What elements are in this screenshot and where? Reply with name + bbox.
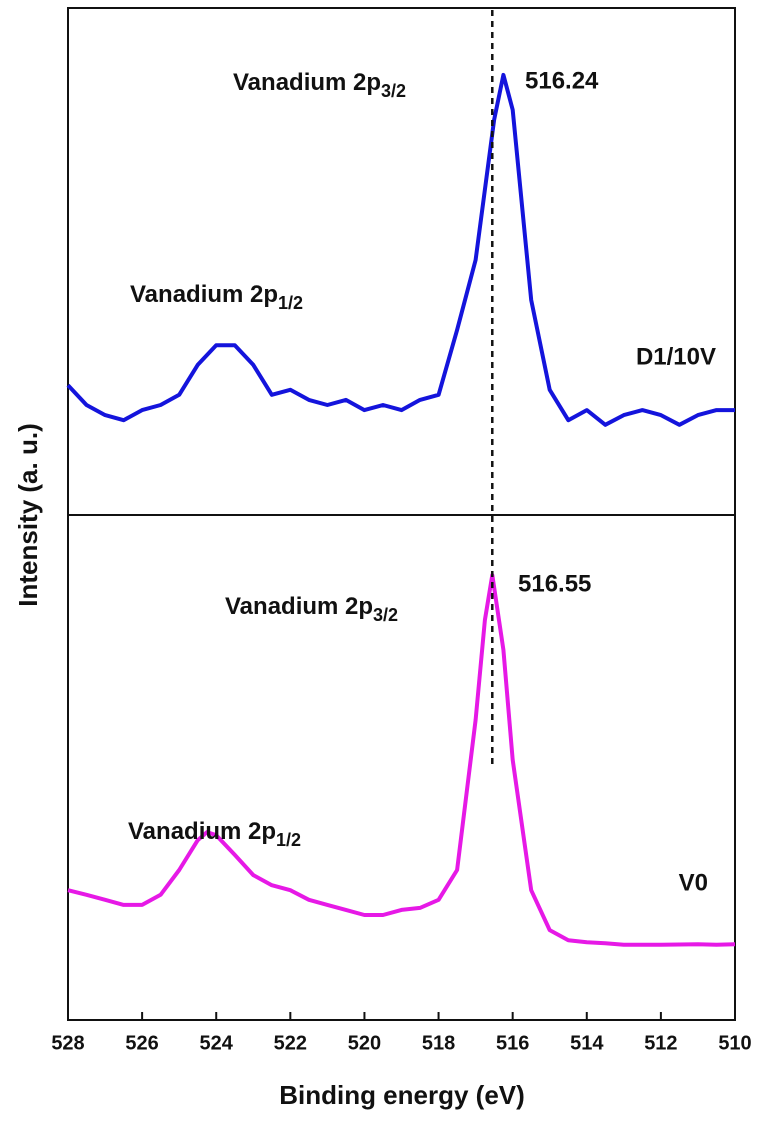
x-tick-label: 528: [51, 1032, 84, 1054]
spectrum-line: [66, 72, 735, 427]
x-tick-label: 512: [644, 1032, 677, 1054]
x-tick-label: 518: [422, 1032, 455, 1054]
y-axis-label: Intensity (a. u.): [13, 423, 43, 606]
x-tick-label: 520: [348, 1032, 381, 1054]
x-tick-label: 510: [718, 1032, 751, 1054]
peak-annotation: Vanadium 2p1/2: [130, 281, 303, 312]
annotation-text: Vanadium 2p: [128, 818, 276, 845]
x-axis-label: Binding energy (eV): [279, 1080, 525, 1110]
annotation-subscript: 3/2: [373, 605, 398, 625]
peak-label: 516.24: [525, 67, 599, 94]
x-tick-label: 514: [570, 1032, 604, 1054]
series-label: D1/10V: [636, 343, 716, 370]
annotation-subscript: 1/2: [278, 293, 303, 313]
x-tick-label: 516: [496, 1032, 529, 1054]
x-tick-label: 524: [200, 1032, 234, 1054]
annotation-text: Vanadium 2p: [130, 281, 278, 308]
annotation-subscript: 3/2: [381, 81, 406, 101]
peak-annotation: Vanadium 2p1/2: [128, 818, 301, 849]
x-tick-label: 522: [274, 1032, 307, 1054]
annotation-text: Vanadium 2p: [233, 69, 381, 96]
annotation-subscript: 1/2: [276, 830, 301, 850]
series-label: V0: [679, 869, 708, 896]
spectrum-line: [67, 573, 736, 947]
peak-label: 516.55: [518, 570, 591, 597]
annotation-text: Vanadium 2p: [225, 593, 373, 620]
peak-annotation: Vanadium 2p3/2: [225, 593, 398, 624]
x-tick-label: 526: [125, 1032, 158, 1054]
peak-annotation: Vanadium 2p3/2: [233, 69, 406, 100]
